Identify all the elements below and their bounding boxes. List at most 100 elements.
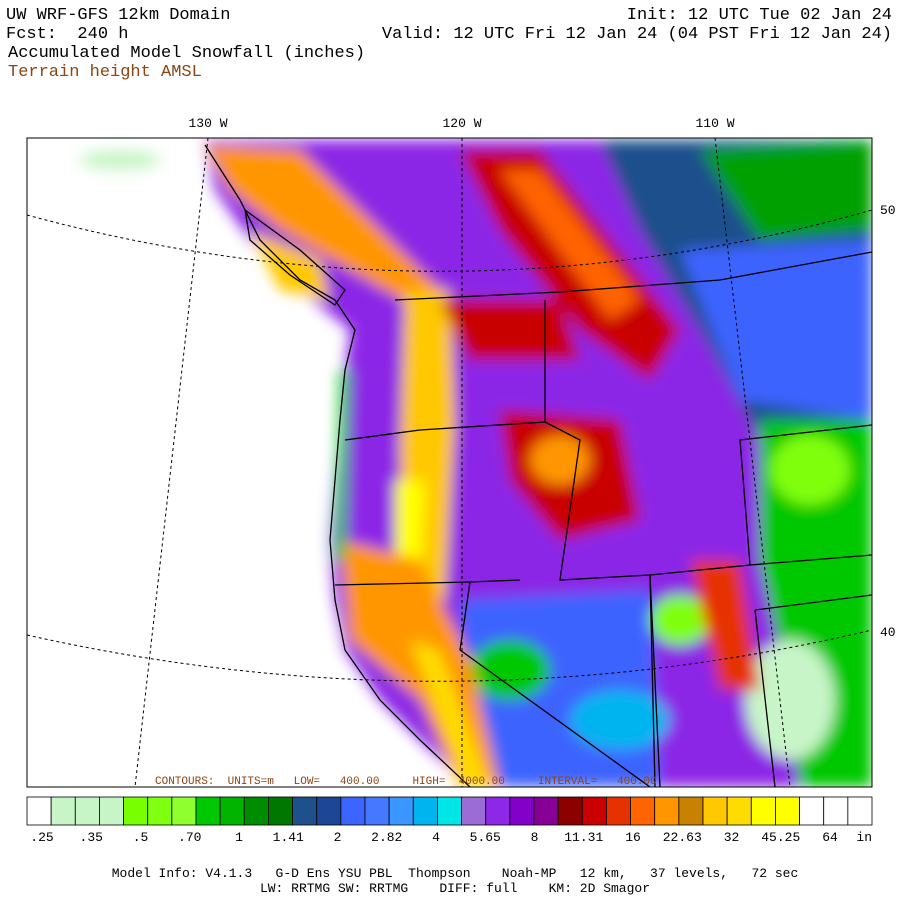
plains-field [770, 435, 850, 505]
border-line [649, 574, 656, 787]
border-line [749, 554, 872, 566]
latitude-line [27, 209, 872, 272]
basin-field [650, 595, 710, 645]
border-line [394, 251, 872, 301]
colorbar-label: 1.41 [273, 830, 304, 845]
longitude-line [134, 138, 209, 787]
colorbar-swatch [26, 796, 52, 826]
border-line [344, 300, 546, 441]
model-info: Model Info: V4.1.3 G-D Ens YSU PBL Thomp… [112, 866, 799, 881]
colorbar-swatch [557, 796, 583, 826]
colorbar-label: .35 [80, 830, 103, 845]
colorbar-label: 11.31 [564, 830, 603, 845]
colorbar-swatch [50, 796, 76, 826]
mountain-field [205, 145, 450, 310]
colorbar-label: 1 [235, 830, 243, 845]
border-line [754, 594, 872, 611]
model-info: LW: RRTMG SW: RRTMG DIFF: full KM: 2D Sm… [260, 881, 650, 896]
colorbar-swatch [630, 796, 656, 826]
colorbar-label: 8 [531, 830, 539, 845]
colorbar-swatch [799, 796, 825, 826]
coastline [204, 144, 471, 787]
contour-note: CONTOURS: UNITS=m LOW= 400.00 HIGH= 4000… [155, 776, 657, 788]
colorbar-label: 32 [724, 830, 740, 845]
longitude-line [714, 138, 791, 787]
colorbar-swatch [171, 796, 197, 826]
snowfall-field [80, 140, 872, 787]
forecast-hour: Fcst: 240 h [6, 25, 128, 44]
mountain-field [250, 230, 330, 300]
colorbar-label: .25 [30, 830, 53, 845]
border-line [754, 609, 776, 787]
colorbar-swatch [654, 796, 680, 826]
basin-field [470, 640, 550, 700]
colorbar-label: 22.63 [663, 830, 702, 845]
border-line [459, 581, 651, 787]
map: CONTOURS: UNITS=m LOW= 400.00 HIGH= 4000… [27, 138, 872, 788]
plains-field [700, 140, 872, 240]
border-line [544, 421, 661, 787]
colorbar-swatch [485, 796, 511, 826]
basin-field [570, 690, 670, 750]
map-frame [26, 137, 873, 788]
colorbar-label: .5 [133, 830, 149, 845]
colorbar-swatch [726, 796, 752, 826]
mountain-field [500, 170, 640, 320]
colorbar-swatch [750, 796, 776, 826]
mountain-field [690, 560, 760, 690]
mountain-field [530, 435, 590, 485]
colorbar-label: 4 [432, 830, 440, 845]
island-coast [244, 208, 346, 306]
plains-field [680, 240, 872, 420]
mountain-field [410, 640, 490, 787]
colorbar-units: in [856, 830, 872, 845]
longitude-label: 110 W [695, 116, 734, 131]
colorbar-label: .70 [178, 830, 201, 845]
latitude-label: 40 [880, 625, 896, 640]
colorbar-swatch [316, 796, 342, 826]
colorbar-swatch [509, 796, 535, 826]
colorbar-swatch [340, 796, 366, 826]
colorbar-label: 2 [334, 830, 342, 845]
colorbar-swatch [243, 796, 269, 826]
ocean-field [80, 150, 160, 170]
colorbar-label: 16 [625, 830, 641, 845]
latitude-line [27, 629, 872, 682]
colorbar-swatch [606, 796, 631, 826]
colorbar-swatch [533, 796, 559, 826]
colorbar-swatch [195, 796, 221, 826]
latitude-label: 50 [880, 203, 896, 218]
colorbar-swatch [147, 796, 173, 826]
longitude-label: 120 W [442, 116, 481, 131]
colorbar-swatch [702, 796, 728, 826]
longitude-label: 130 W [188, 116, 227, 131]
colorbar-swatch [823, 796, 849, 826]
colorbar-swatch [123, 796, 149, 826]
colorbar-swatch [219, 796, 245, 826]
colorbar-swatch [74, 796, 100, 826]
title: UW WRF-GFS 12km Domain [6, 6, 230, 25]
colorbar-swatch [775, 796, 800, 826]
colorbar-label: 5.65 [470, 830, 501, 845]
contour-field-name: Terrain height AMSL [8, 63, 202, 82]
colorbar-swatch [268, 796, 293, 826]
colorbar-label: 45.25 [761, 830, 800, 845]
colorbar-swatch [437, 796, 462, 826]
field-name: Accumulated Model Snowfall (inches) [8, 44, 365, 63]
colorbar-swatch [678, 796, 704, 826]
border-line [649, 424, 872, 576]
coast-field [335, 370, 350, 560]
colorbar-swatch [412, 796, 438, 826]
colorbar-label: 2.82 [371, 830, 402, 845]
colorbar-swatch [388, 796, 414, 826]
colorbar-swatch [99, 796, 124, 826]
colorbar-label: 64 [822, 830, 838, 845]
plains-field [745, 640, 835, 760]
init-time: Init: 12 UTC Tue 02 Jan 24 [627, 6, 892, 25]
colorbar-swatch [461, 796, 487, 826]
colorbar-swatch [364, 796, 390, 826]
colorbar-swatch [847, 796, 873, 826]
colorbar-swatch [292, 796, 318, 826]
colorbar-swatch [581, 796, 607, 826]
